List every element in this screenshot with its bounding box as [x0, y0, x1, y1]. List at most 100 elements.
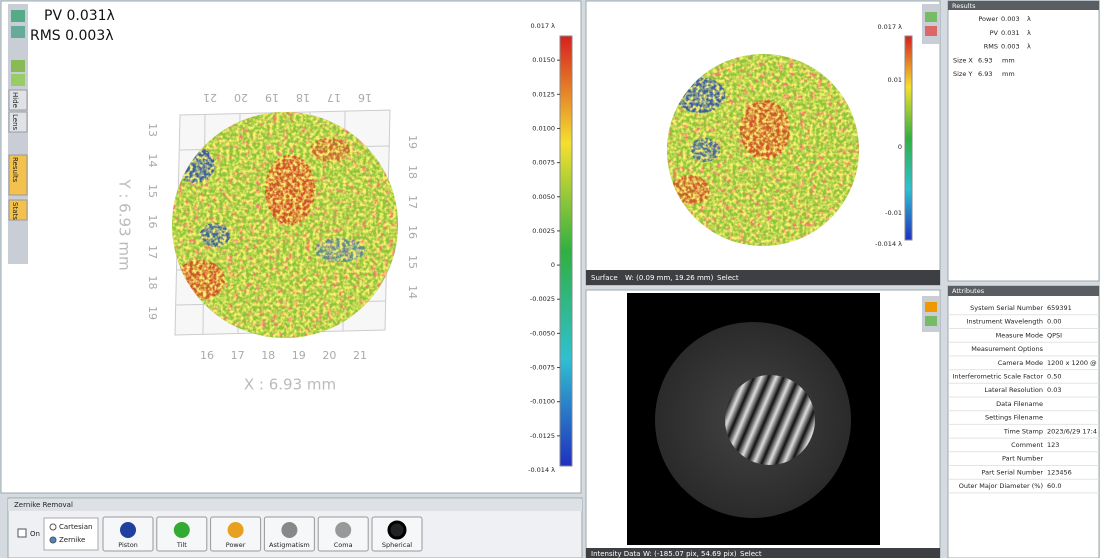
side-tab[interactable]	[8, 199, 28, 221]
attribute-value: 0.03	[1047, 386, 1061, 394]
result-value: 6.93	[978, 56, 992, 64]
side-tab[interactable]	[8, 111, 28, 133]
status-position: W: (0.09 mm, 19.26 mm)	[625, 274, 714, 282]
attribute-label: Lateral Resolution	[984, 386, 1043, 394]
radio[interactable]	[49, 523, 57, 531]
side-toolbar	[8, 4, 28, 264]
side-tab-label: Results	[11, 157, 19, 183]
button-label: Tilt	[176, 541, 187, 549]
result-label: RMS	[984, 43, 998, 51]
panel-header	[8, 499, 582, 511]
checkbox-label: On	[30, 530, 40, 538]
colorbar-label: 0.0025	[532, 227, 555, 235]
panel-title: Results	[952, 2, 976, 10]
result-label: Size X	[953, 56, 973, 64]
tool-icon[interactable]	[11, 26, 25, 38]
tool-icon[interactable]	[11, 60, 25, 72]
attribute-label: Settings Filename	[985, 414, 1043, 422]
result-value: 0.031	[1001, 29, 1020, 37]
button-label: Piston	[118, 541, 138, 549]
axis-tick-label: 19	[146, 306, 159, 320]
result-label: Size Y	[953, 70, 972, 78]
axis-tick-label: 19	[406, 135, 419, 149]
colorbar-label: -0.0050	[530, 329, 555, 337]
status-tool: Select	[717, 274, 739, 282]
attribute-value: 60.0	[1047, 482, 1061, 490]
side-tab-label: Hide	[11, 92, 19, 108]
colorbar-label: -0.01	[885, 209, 902, 217]
checkbox[interactable]	[17, 528, 27, 538]
colorbar	[559, 35, 573, 467]
tool-icon[interactable]	[11, 10, 25, 22]
results-panel	[947, 0, 1100, 282]
surface-map	[172, 112, 398, 338]
status-bar	[586, 270, 940, 285]
attribute-value: QPSI	[1047, 331, 1062, 339]
attribute-value: 0.00	[1047, 318, 1061, 326]
attribute-value: 1200 x 1200 @	[1047, 359, 1097, 367]
axis-tick-label: 17	[146, 245, 159, 259]
tool-icon[interactable]	[925, 12, 937, 22]
attribute-label: Comment	[1011, 441, 1043, 449]
axis-tick-label: 14	[146, 154, 159, 168]
axis-tick-label: 20	[234, 91, 248, 104]
axis-tick-label: 21	[203, 91, 217, 104]
colorbar-label: 0.01	[888, 76, 902, 84]
side-tab[interactable]	[8, 89, 28, 111]
colorbar-label: -0.014 λ	[528, 466, 555, 474]
panel-header	[948, 1, 1099, 10]
colorbar-label: -0.0100	[530, 398, 555, 406]
side-tab-label: Lens	[11, 114, 19, 131]
attribute-label: Measure Mode	[996, 331, 1043, 339]
button-icon	[227, 522, 244, 538]
result-value: 0.003	[1001, 43, 1020, 51]
button-icon	[120, 522, 136, 538]
attributes-panel	[947, 285, 1100, 558]
colorbar-label: 0	[551, 261, 555, 269]
axis-tick-label: 16	[406, 225, 419, 239]
attribute-label: Instrument Wavelength	[967, 318, 1043, 326]
axis-tick-label: 16	[200, 349, 214, 362]
button-icon	[335, 522, 352, 538]
colorbar-label: 0.0075	[532, 159, 555, 167]
attribute-label: System Serial Number	[970, 304, 1043, 312]
result-unit: λ	[1027, 15, 1031, 23]
colorbar-label: 0.0150	[532, 56, 555, 64]
colorbar-label: 0.017 λ	[877, 23, 902, 31]
radio-label: Cartesian	[59, 523, 92, 531]
tool-icon[interactable]	[925, 26, 937, 36]
surface-map	[667, 54, 859, 246]
result-unit: λ	[1027, 29, 1031, 37]
mode-group	[43, 517, 99, 551]
radio[interactable]	[49, 536, 57, 544]
status-bar	[586, 548, 940, 558]
tool-icon[interactable]	[925, 302, 937, 312]
button-icon	[281, 522, 298, 538]
side-tab[interactable]	[8, 154, 28, 196]
status-name: Intensity Data	[591, 550, 640, 558]
axis-tick-label: 21	[353, 349, 367, 362]
button-icon	[387, 520, 407, 540]
attribute-label: Camera Mode	[998, 359, 1043, 367]
tool-icon[interactable]	[11, 74, 25, 86]
colorbar-label: -0.0125	[530, 432, 555, 440]
colorbar-label: -0.0025	[530, 295, 555, 303]
button-icon	[173, 522, 190, 538]
axis-tick-label: 15	[146, 184, 159, 198]
button-label: Astigmatism	[269, 541, 310, 549]
button-label: Coma	[334, 541, 353, 549]
axis-tick-label: 18	[261, 349, 275, 362]
axis-tick-label: 15	[406, 255, 419, 269]
side-tab-label: Stats	[11, 202, 19, 220]
axis-tick-label: 17	[327, 91, 341, 104]
y-axis-label: Y : 6.93 mm	[116, 178, 134, 270]
attribute-value: 123	[1047, 441, 1059, 449]
attribute-label: Part Serial Number	[982, 468, 1044, 476]
attribute-label: Measurement Options	[971, 345, 1043, 353]
colorbar-label: 0.017 λ	[530, 22, 555, 30]
tool-icon[interactable]	[925, 316, 937, 326]
colorbar	[904, 35, 913, 241]
panel-header	[948, 286, 1099, 296]
